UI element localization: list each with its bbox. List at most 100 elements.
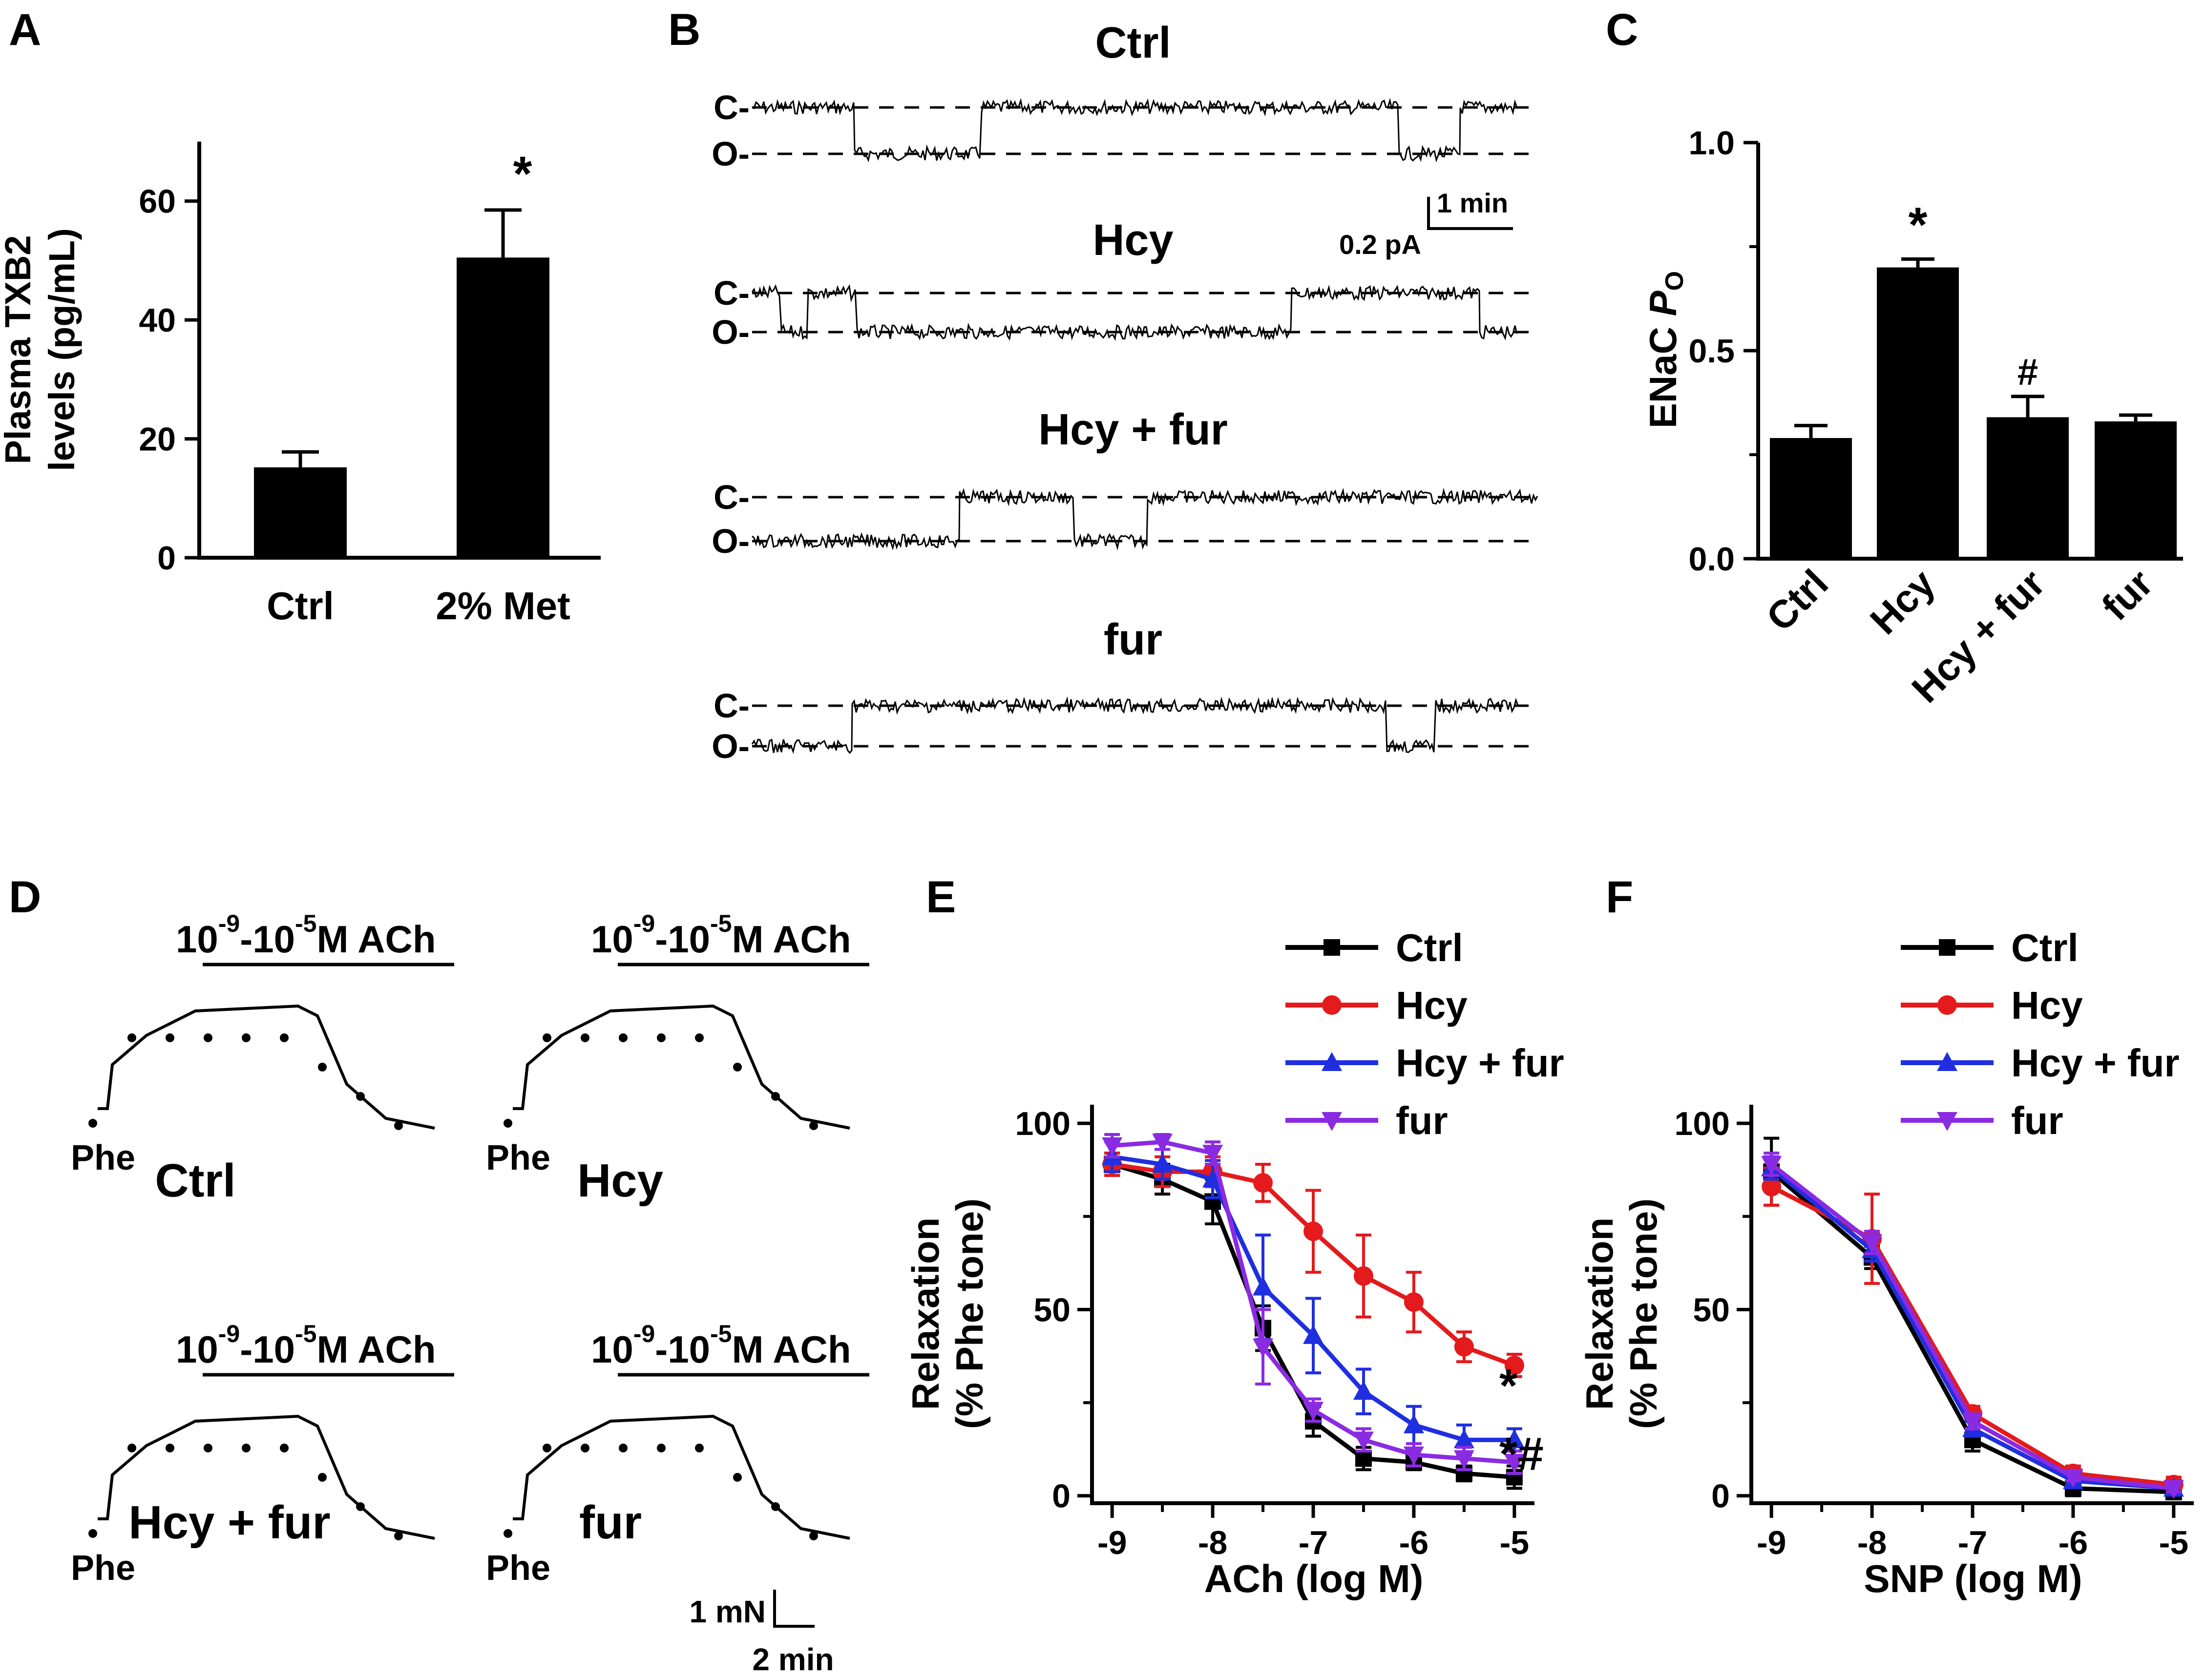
panel-e-data-point: [1303, 1402, 1324, 1421]
panel-b-open-label: O-: [712, 135, 750, 173]
panel-d-dose-dot: [809, 1121, 818, 1130]
panel-d-ach-label: 10-9-10-5M ACh: [176, 910, 436, 961]
panel-a-bar: [254, 467, 347, 558]
panel-e-legend-marker: [1324, 939, 1340, 956]
panel-e-series: [1102, 1133, 1525, 1490]
panel-f-data-point: [2062, 1469, 2083, 1488]
panel-d-scale-bar: 1 mN 2 min: [690, 1590, 834, 1677]
panel-e-data-point: [1453, 1450, 1474, 1470]
panel-e-legend-label: Ctrl: [1396, 926, 1463, 969]
panel-b-letter: B: [668, 5, 700, 55]
panel-e-letter: E: [926, 872, 956, 922]
panel-b-trace-3: C-O-: [712, 687, 1538, 765]
panel-d-dose-dot: [127, 1444, 136, 1452]
panel-e-xlabel: ACh (log M): [1204, 1557, 1424, 1600]
panel-f-xlabel: SNP (log M): [1864, 1557, 2082, 1600]
panel-d: D 10-9-10-5M ACh Phe Ctrl 10-9-10-5M ACh Phe…: [9, 872, 869, 1677]
panel-b-title-fur: fur: [1104, 615, 1162, 664]
panel-a-letter: A: [9, 5, 41, 55]
panel-e-legend-marker: [1322, 1052, 1342, 1071]
panel-e-data-point: [1152, 1154, 1173, 1173]
panel-f-legend-label: fur: [2011, 1099, 2063, 1142]
panel-e-x-tick-label: -9: [1097, 1524, 1127, 1561]
panel-b-title-hcy-fur: Hcy + fur: [1038, 405, 1228, 454]
panel-b-current-trace: [751, 696, 1519, 755]
panel-a-ylabel-line2: levels (pg/mL): [42, 228, 82, 471]
panel-c-bar: [2095, 421, 2177, 559]
panel-c-ylabel-italic: P: [1641, 290, 1684, 316]
panel-d-dose-dot: [127, 1033, 136, 1042]
panel-f-series: [1761, 1136, 2184, 1501]
panel-d-trace-title: fur: [579, 1496, 642, 1549]
panel-e-data-point: [1403, 1414, 1424, 1433]
panel-a-bar: [457, 257, 549, 558]
panel-f-ylabel-line2: (% Phe tone): [1622, 1198, 1665, 1429]
panel-e-data-point: [1102, 1137, 1123, 1156]
panel-c-y-tick-label: 0.0: [1688, 541, 1735, 578]
panel-a-x-tick-labels: Ctrl 2% Met: [267, 584, 570, 628]
panel-e-data-point: [1202, 1168, 1223, 1188]
panel-a-category-label: 2% Met: [436, 584, 570, 628]
panel-f-data-point: [2163, 1480, 2184, 1499]
panel-e-x-tick-label: -5: [1500, 1524, 1529, 1561]
panel-d-dose-dot: [695, 1033, 704, 1042]
panel-c-y-tick-label: 1.0: [1688, 125, 1735, 162]
panel-d-phe-dot: [504, 1119, 512, 1128]
panel-e-ticks: 0 50 100 -9 -8 -7 -6 -5: [1015, 1105, 1530, 1561]
panel-f-y-tick-label: 50: [1693, 1291, 1730, 1328]
panel-d-phe-label: Phe: [486, 1549, 550, 1588]
panel-a-y-tick-label: 40: [139, 302, 176, 339]
panel-a-ylabel-line1: Plasma TXB2: [0, 235, 38, 464]
panel-a-bars: *: [254, 147, 549, 558]
panel-d-dose-dot: [280, 1033, 289, 1042]
panel-e-data-point: [1253, 1338, 1274, 1358]
panel-b-traces: C-O-C-O-C-O-C-O-: [712, 88, 1538, 765]
panel-c-letter: C: [1606, 5, 1638, 55]
panel-d-tension-trace: [513, 1414, 850, 1540]
panel-d-ach-label: 10-9-10-5M ACh: [591, 1320, 851, 1371]
panel-d-dose-dot: [771, 1502, 780, 1511]
panel-d-trace-ctrl: 10-9-10-5M ACh Phe Ctrl: [71, 910, 454, 1207]
panel-b-title-ctrl: Ctrl: [1095, 19, 1171, 67]
panel-b-closed-label: C-: [714, 478, 750, 516]
panel-d-dose-dot: [318, 1063, 327, 1071]
panel-d-phe-dot: [88, 1529, 97, 1538]
panel-d-dose-dot: [242, 1444, 251, 1452]
panel-d-dose-dot: [356, 1502, 365, 1511]
panel-d-dose-dot: [166, 1033, 174, 1042]
panel-f-legend-label: Hcy + fur: [2011, 1041, 2180, 1085]
panel-c-significance: #: [2017, 352, 2038, 393]
panel-b-closed-label: C-: [714, 687, 750, 725]
panel-f: F 0 50 100 -9 -8 -7 -6 -5 Ctrl Hcy Hcy + fur fur S…: [1578, 872, 2194, 1600]
panel-d-dose-dot: [394, 1532, 403, 1540]
panel-e-data-point: [1353, 1381, 1374, 1400]
panel-a-y-tick-label: 20: [139, 421, 176, 458]
panel-a-category-label: Ctrl: [267, 584, 334, 628]
panel-f-data-point: [1762, 1176, 1782, 1197]
panel-d-phe-dot: [504, 1529, 512, 1538]
panel-e-series-hcy-fur: [1102, 1140, 1525, 1456]
panel-d-dose-dot: [394, 1121, 403, 1130]
panel-a: A 0 20 40 60 * Ctrl 2% Met Plasma TXB2 level…: [0, 5, 601, 628]
panel-d-dose-dot: [619, 1033, 628, 1042]
panel-d-dose-dot: [657, 1033, 666, 1042]
panel-f-legend-label: Ctrl: [2011, 926, 2079, 969]
panel-f-data-point: [1962, 1413, 1983, 1432]
panel-d-tension-trace: [513, 1004, 850, 1130]
panel-d-dose-dot: [543, 1444, 551, 1452]
panel-e-legend-label: Hcy: [1396, 984, 1468, 1027]
panel-f-legend-marker: [1937, 1052, 1957, 1071]
panel-e-x-tick-label: -7: [1299, 1524, 1328, 1561]
panel-f-legend: Ctrl Hcy Hcy + fur fur: [1901, 926, 2180, 1142]
panel-e-legend-marker: [1322, 995, 1342, 1015]
panel-e-legend-label: Hcy + fur: [1396, 1041, 1564, 1085]
panel-b-closed-label: C-: [714, 274, 750, 312]
panel-e-data-point: [1353, 1266, 1373, 1286]
panel-f-legend-label: Hcy: [2011, 984, 2083, 1027]
panel-d-dose-dot: [242, 1033, 251, 1042]
panel-d-dose-dot: [695, 1444, 704, 1452]
panel-f-x-tick-label: -6: [2059, 1524, 2088, 1561]
panel-d-dose-dot: [204, 1444, 212, 1452]
